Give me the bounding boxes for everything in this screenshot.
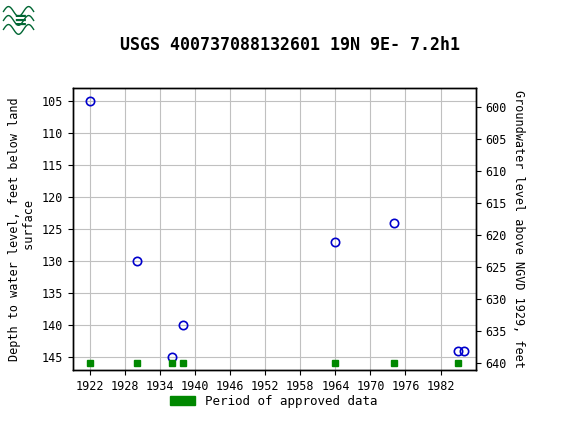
FancyBboxPatch shape: [3, 3, 84, 37]
Text: ≡: ≡: [14, 11, 26, 30]
Y-axis label: Depth to water level, feet below land
 surface: Depth to water level, feet below land su…: [8, 97, 36, 361]
Legend: Period of approved data: Period of approved data: [165, 390, 383, 413]
Y-axis label: Groundwater level above NGVD 1929, feet: Groundwater level above NGVD 1929, feet: [512, 90, 525, 368]
Text: USGS: USGS: [42, 12, 97, 29]
Text: USGS 400737088132601 19N 9E- 7.2h1: USGS 400737088132601 19N 9E- 7.2h1: [120, 36, 460, 54]
